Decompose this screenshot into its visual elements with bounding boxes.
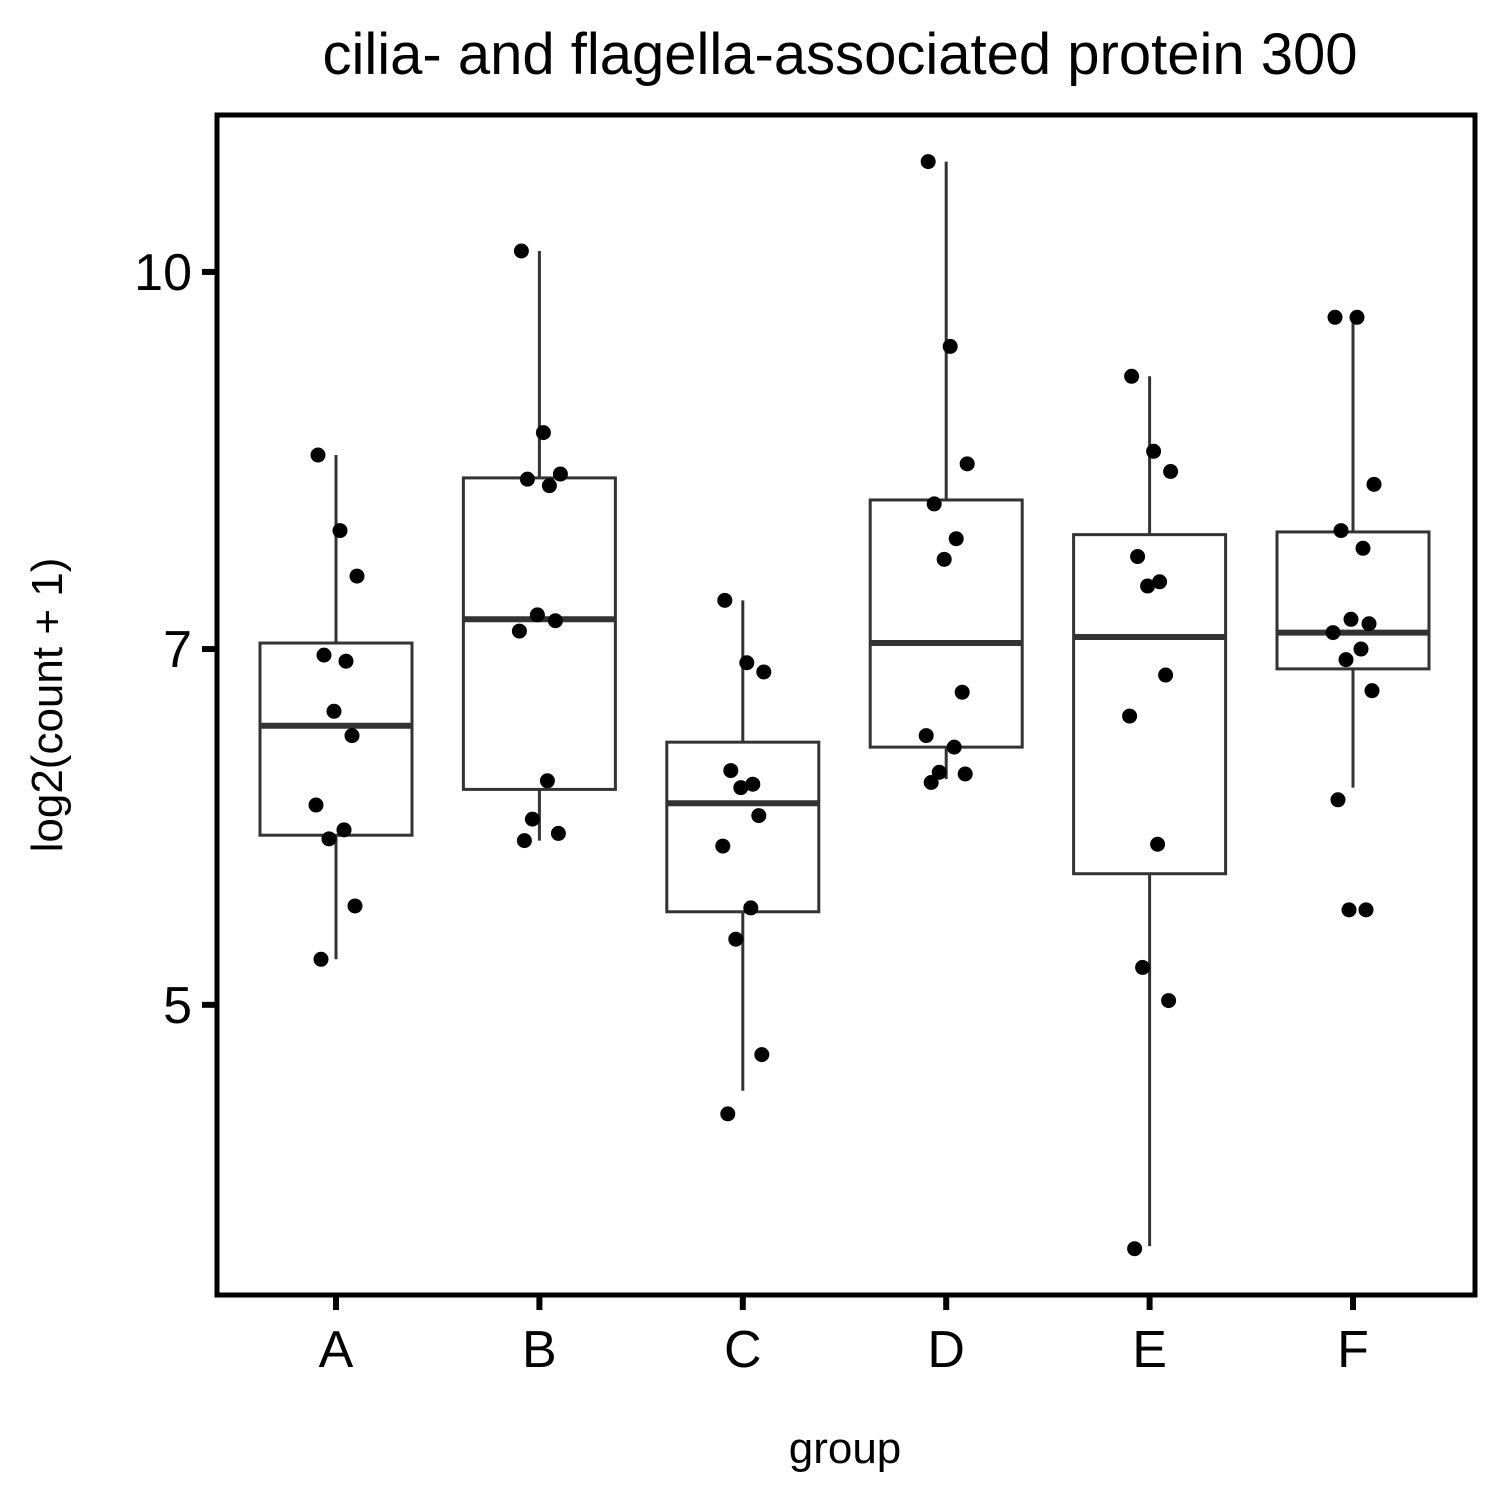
data-point-f-5 xyxy=(1355,540,1371,556)
data-point-a-11 xyxy=(347,898,363,914)
data-point-b-10 xyxy=(524,811,540,827)
data-point-a-3 xyxy=(349,568,365,584)
data-point-c-10 xyxy=(728,931,744,947)
data-point-d-11 xyxy=(957,766,973,782)
y-tick-label-5: 5 xyxy=(163,977,192,1035)
data-point-b-2 xyxy=(535,425,551,441)
data-point-d-12 xyxy=(923,775,939,791)
x-tick-label-e: E xyxy=(1132,1321,1167,1379)
data-point-f-4 xyxy=(1333,523,1349,539)
data-point-f-11 xyxy=(1364,683,1380,699)
data-point-e-7 xyxy=(1158,667,1174,683)
y-tick-label-7: 7 xyxy=(163,621,192,679)
x-tick-label-b: B xyxy=(522,1321,557,1379)
data-point-f-12 xyxy=(1330,792,1346,808)
data-point-a-9 xyxy=(336,822,352,838)
data-point-e-3 xyxy=(1163,463,1179,479)
data-point-d-3 xyxy=(959,456,975,472)
data-point-c-8 xyxy=(715,838,731,854)
data-point-b-3 xyxy=(552,466,568,482)
y-tick-label-10: 10 xyxy=(134,244,192,302)
data-point-b-9 xyxy=(539,773,555,789)
plot-area: 5 7 10 A B C D E F xyxy=(134,112,1478,1379)
box-a xyxy=(258,641,414,837)
box-c xyxy=(665,740,821,914)
data-point-c-2 xyxy=(739,655,755,671)
data-point-a-8 xyxy=(308,797,324,813)
y-axis-label: log2(count + 1) xyxy=(23,558,72,853)
panel-border xyxy=(214,112,1478,1298)
data-point-b-8 xyxy=(511,623,527,639)
data-point-c-5 xyxy=(745,776,761,792)
data-point-f-10 xyxy=(1338,652,1354,668)
data-point-a-12 xyxy=(313,951,329,967)
data-point-a-1 xyxy=(310,447,326,463)
data-point-a-10 xyxy=(321,831,337,847)
data-point-d-4 xyxy=(926,496,942,512)
data-point-e-10 xyxy=(1135,959,1151,975)
data-point-a-7 xyxy=(344,728,360,744)
data-point-b-5 xyxy=(541,478,557,494)
data-point-d-8 xyxy=(918,728,934,744)
data-point-e-12 xyxy=(1127,1241,1143,1257)
data-point-f-2 xyxy=(1349,309,1365,325)
data-point-e-6 xyxy=(1140,578,1156,594)
data-point-e-1 xyxy=(1124,368,1140,384)
data-point-e-8 xyxy=(1122,708,1138,724)
data-point-d-6 xyxy=(936,551,952,567)
data-point-d-2 xyxy=(942,338,958,354)
data-point-c-6 xyxy=(733,780,749,796)
data-point-d-10 xyxy=(931,764,947,780)
x-tick-label-c: C xyxy=(724,1321,762,1379)
data-point-c-4 xyxy=(723,763,739,779)
data-point-c-12 xyxy=(720,1106,736,1122)
data-point-b-11 xyxy=(550,825,566,841)
data-point-e-11 xyxy=(1161,993,1177,1009)
data-point-c-11 xyxy=(754,1047,770,1063)
data-point-f-7 xyxy=(1361,616,1377,632)
data-point-f-6 xyxy=(1343,611,1359,627)
data-point-d-9 xyxy=(946,739,962,755)
box-f xyxy=(1275,530,1431,671)
x-tick-label-f: F xyxy=(1337,1321,1369,1379)
data-point-c-1 xyxy=(717,592,733,608)
x-tick-label-d: D xyxy=(927,1321,965,1379)
data-point-b-1 xyxy=(513,243,529,259)
data-point-f-13 xyxy=(1358,902,1374,918)
data-point-b-12 xyxy=(516,833,532,849)
box-b xyxy=(461,476,617,791)
data-point-c-7 xyxy=(751,808,767,824)
data-point-c-3 xyxy=(756,664,772,680)
box-d xyxy=(868,498,1024,749)
data-point-f-14 xyxy=(1341,902,1357,918)
data-point-d-7 xyxy=(954,684,970,700)
data-point-e-9 xyxy=(1150,836,1166,852)
data-point-b-6 xyxy=(529,607,545,623)
data-point-b-7 xyxy=(547,613,563,629)
chart-title: cilia- and flagella-associated protein 3… xyxy=(323,22,1358,87)
data-point-f-8 xyxy=(1325,625,1341,641)
data-point-d-1 xyxy=(920,154,936,170)
data-point-c-9 xyxy=(743,900,759,916)
data-point-e-4 xyxy=(1130,549,1146,565)
data-point-e-2 xyxy=(1146,443,1162,459)
data-point-e-5 xyxy=(1152,574,1168,590)
data-point-a-2 xyxy=(332,523,348,539)
data-point-d-5 xyxy=(948,531,964,547)
data-point-b-4 xyxy=(519,471,535,487)
data-point-a-5 xyxy=(338,653,354,669)
x-tick-label-a: A xyxy=(319,1321,354,1379)
data-point-a-4 xyxy=(316,647,332,663)
x-axis-label: group xyxy=(789,1424,902,1473)
data-point-a-6 xyxy=(326,703,342,719)
data-point-f-1 xyxy=(1327,309,1343,325)
data-point-f-9 xyxy=(1353,641,1369,657)
data-point-f-3 xyxy=(1366,476,1382,492)
